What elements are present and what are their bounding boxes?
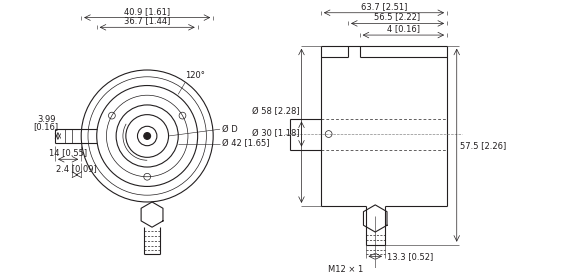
Text: 13.3 [0.52]: 13.3 [0.52] bbox=[387, 252, 433, 261]
Text: 40.9 [1.61]: 40.9 [1.61] bbox=[124, 7, 170, 16]
Text: 36.7 [1.44]: 36.7 [1.44] bbox=[124, 16, 170, 25]
Text: 2.4 [0.09]: 2.4 [0.09] bbox=[56, 164, 97, 173]
Circle shape bbox=[144, 133, 151, 139]
Text: Ø 30 [1.18]: Ø 30 [1.18] bbox=[252, 130, 299, 139]
Text: [0.16]: [0.16] bbox=[34, 122, 59, 131]
Text: 120°: 120° bbox=[185, 71, 205, 80]
Text: M12 × 1: M12 × 1 bbox=[328, 266, 364, 274]
Text: 3.99: 3.99 bbox=[37, 115, 56, 124]
Text: 57.5 [2.26]: 57.5 [2.26] bbox=[460, 141, 506, 150]
Text: Ø 58 [2.28]: Ø 58 [2.28] bbox=[252, 107, 299, 116]
Text: Ø 42 [1.65]: Ø 42 [1.65] bbox=[222, 139, 269, 148]
Text: 63.7 [2.51]: 63.7 [2.51] bbox=[361, 2, 407, 11]
Text: 4 [0.16]: 4 [0.16] bbox=[387, 24, 420, 33]
Text: 56.5 [2.22]: 56.5 [2.22] bbox=[374, 13, 420, 21]
Text: 14 [0.55]: 14 [0.55] bbox=[49, 148, 87, 157]
Text: Ø D: Ø D bbox=[222, 125, 238, 134]
